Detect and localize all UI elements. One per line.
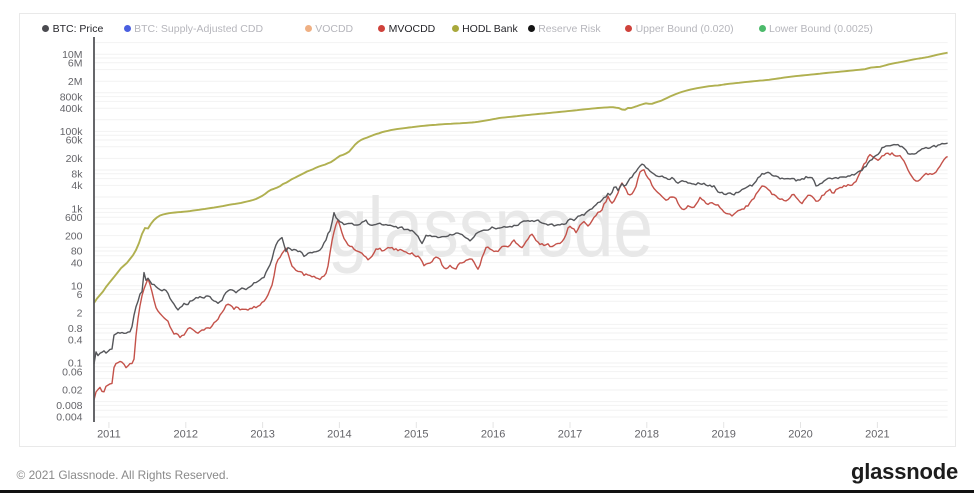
svg-text:2011: 2011 — [97, 429, 121, 441]
svg-text:4k: 4k — [71, 180, 83, 192]
svg-text:glassnode: glassnode — [328, 180, 653, 274]
svg-text:0.008: 0.008 — [56, 400, 82, 412]
svg-text:20k: 20k — [66, 153, 84, 165]
svg-text:0.1: 0.1 — [68, 358, 83, 370]
svg-text:2: 2 — [77, 308, 83, 320]
svg-text:2016: 2016 — [481, 429, 505, 441]
svg-text:1k: 1k — [71, 203, 83, 215]
svg-text:2018: 2018 — [635, 429, 659, 441]
svg-text:0.8: 0.8 — [68, 323, 83, 335]
svg-text:60k: 60k — [66, 135, 84, 147]
svg-text:200: 200 — [65, 230, 83, 242]
svg-text:100k: 100k — [60, 126, 84, 138]
svg-text:2020: 2020 — [788, 429, 812, 441]
svg-text:2013: 2013 — [250, 429, 274, 441]
svg-text:10: 10 — [71, 281, 83, 293]
svg-text:0.004: 0.004 — [56, 412, 82, 424]
svg-text:2019: 2019 — [711, 429, 735, 441]
svg-text:6M: 6M — [68, 58, 83, 70]
svg-text:2012: 2012 — [174, 429, 198, 441]
svg-text:0.4: 0.4 — [68, 335, 83, 347]
svg-text:600: 600 — [65, 212, 83, 224]
svg-text:6: 6 — [77, 289, 83, 301]
svg-text:2015: 2015 — [404, 429, 428, 441]
svg-text:0.02: 0.02 — [62, 385, 83, 397]
svg-text:2021: 2021 — [865, 429, 889, 441]
svg-text:2014: 2014 — [327, 429, 351, 441]
svg-text:80: 80 — [71, 246, 83, 258]
svg-text:400k: 400k — [60, 103, 84, 115]
svg-text:8k: 8k — [71, 169, 83, 181]
svg-text:10M: 10M — [62, 49, 82, 61]
svg-text:2M: 2M — [68, 76, 83, 88]
svg-text:0.06: 0.06 — [62, 366, 83, 378]
svg-text:800k: 800k — [60, 91, 84, 103]
svg-text:40: 40 — [71, 257, 83, 269]
svg-text:2017: 2017 — [558, 429, 582, 441]
